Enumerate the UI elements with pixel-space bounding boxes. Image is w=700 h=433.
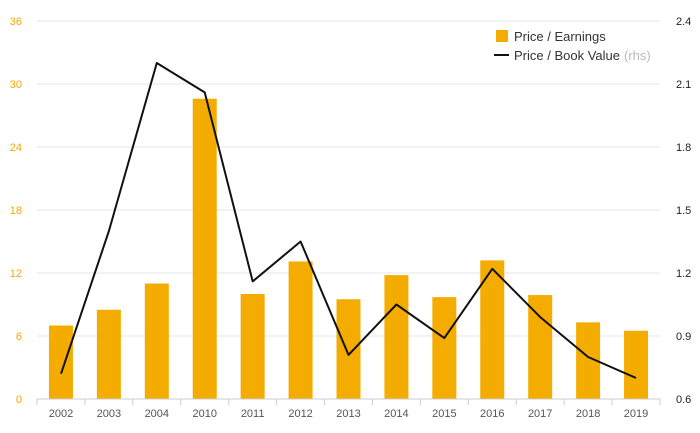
x-tick-label: 2004 [145, 408, 169, 420]
left-tick-label: 36 [10, 16, 22, 28]
x-tick-label: 2002 [49, 408, 73, 420]
x-tick-label: 2011 [241, 408, 265, 420]
right-tick-label: 0.6 [676, 394, 691, 406]
x-tick-label: 2015 [432, 408, 456, 420]
left-tick-label: 30 [10, 79, 22, 91]
legend-bar-label: Price / Earnings [514, 29, 606, 44]
x-tick-label: 2018 [576, 408, 600, 420]
x-tick-label: 2013 [336, 408, 360, 420]
legend-line-name: Price / Book Value [514, 48, 620, 63]
pe-bars [48, 98, 649, 399]
pe-bar [144, 283, 169, 399]
x-tick-label: 2003 [97, 408, 121, 420]
pe-bar [624, 330, 649, 399]
right-tick-label: 1.5 [676, 205, 691, 217]
pe-bar [432, 297, 457, 399]
pe-bar [336, 299, 361, 399]
left-tick-label: 24 [10, 142, 22, 154]
pe-bar [480, 260, 505, 399]
x-tick-label: 2014 [384, 408, 408, 420]
pe-bar [288, 261, 313, 399]
right-tick-label: 2.4 [676, 16, 691, 28]
left-tick-label: 6 [16, 331, 22, 343]
left-tick-label: 12 [10, 268, 22, 280]
x-tick-label: 2019 [624, 408, 648, 420]
pe-bar [384, 275, 409, 399]
x-tick-label: 2010 [192, 408, 216, 420]
pb-line [60, 62, 637, 379]
pe-bar [528, 295, 553, 399]
left-tick-label: 0 [16, 394, 22, 406]
x-tick-label: 2017 [528, 408, 552, 420]
pe-bar [48, 325, 73, 399]
pe-bar [192, 98, 217, 399]
right-tick-label: 2.1 [676, 79, 691, 91]
right-tick-label: 1.2 [676, 268, 691, 280]
gridlines [37, 20, 660, 337]
x-tick-label: 2012 [288, 408, 312, 420]
axes: 0 6 12 18 24 30 36 0.6 0.9 1.2 1.5 1.8 2.1 2.4 2002 200… [10, 16, 692, 420]
legend-line-suffix: (rhs) [624, 48, 651, 63]
right-tick-label: 1.8 [676, 142, 691, 154]
legend: Price / Earnings Price / Book Value (rhs) [494, 29, 651, 63]
pe-bar [240, 294, 265, 399]
legend-bar-swatch [496, 30, 508, 42]
pe-bar [96, 309, 121, 399]
legend-line-label: Price / Book Value (rhs) [514, 48, 651, 63]
right-tick-label: 0.9 [676, 331, 691, 343]
x-tick-label: 2016 [480, 408, 504, 420]
left-tick-label: 18 [10, 205, 22, 217]
